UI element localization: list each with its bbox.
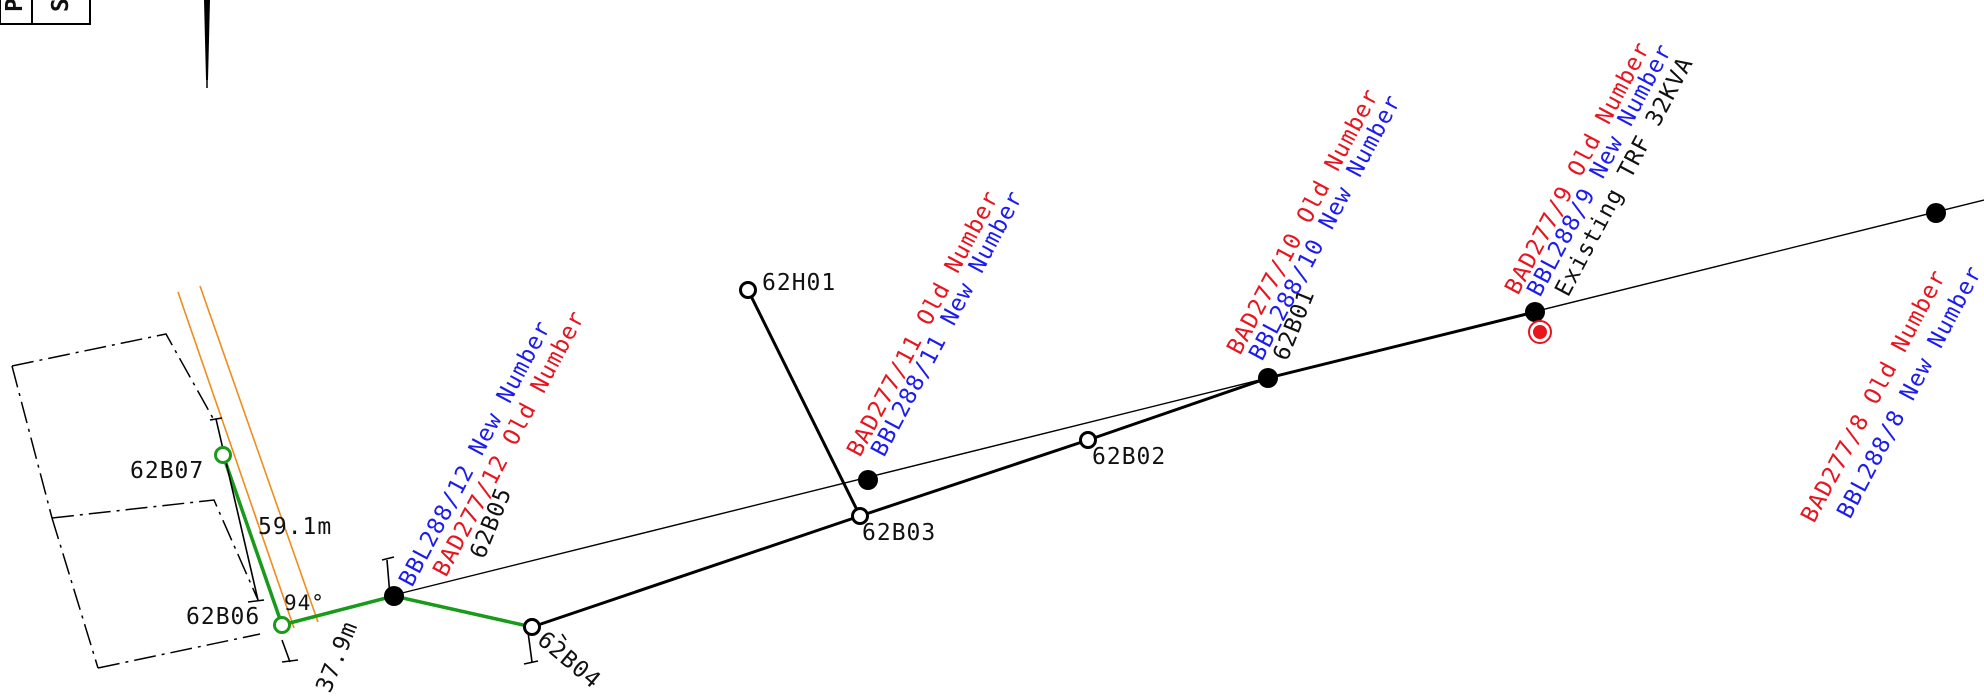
- road-boundary-lines: [177, 285, 319, 629]
- pole-62B01: [1258, 368, 1278, 388]
- label-62B06: 62B06: [186, 604, 260, 630]
- existing-poles: [384, 203, 1946, 606]
- parcel-boundaries: [11, 333, 261, 669]
- dimension-angle: 94°: [284, 591, 325, 615]
- new-poles-black: [523, 281, 1097, 636]
- pole-bbl288-8: [1926, 203, 1946, 223]
- pole-62B02: [1079, 431, 1097, 449]
- title-block-letter-p: P: [2, 0, 28, 12]
- label-p11-new: BBL288/11 New Number: [866, 186, 1028, 460]
- proposed-conductor: [221, 454, 533, 629]
- dimension-span-1: 59.1m: [258, 514, 332, 540]
- title-block-letter-s: S: [48, 0, 74, 12]
- label-62B07: 62B07: [130, 458, 204, 484]
- label-p10-new: BBL288/10 New Number: [1244, 90, 1406, 364]
- pole-62B05: [384, 586, 404, 606]
- pole-62B03: [851, 507, 869, 525]
- new-poles-green: [214, 446, 291, 634]
- label-p12-old: BAD277/12 Old Number: [428, 306, 590, 580]
- pole-bbl288-11: [858, 470, 878, 490]
- pole-62B04: [523, 618, 541, 636]
- label-62B02: 62B02: [1092, 444, 1166, 470]
- node-labels: 62H01 62B07 62B06 62B03 62B02 62B05 62B0…: [130, 270, 1320, 694]
- north-arrow-icon: [204, 0, 210, 88]
- transformer-icon: [1528, 320, 1552, 344]
- label-p9-new: BBL288/9 New Number: [1522, 40, 1677, 301]
- label-p8-old: BAD277/8 Old Number: [1796, 266, 1951, 527]
- pole-number-labels: BBL288/12 New Number BAD277/12 Old Numbe…: [394, 38, 1984, 591]
- alignment-line: [393, 199, 1984, 596]
- existing-conductor: [531, 289, 1536, 629]
- pole-62B07: [214, 446, 232, 464]
- label-62B03: 62B03: [862, 520, 936, 546]
- label-p11-old: BAD277/11 Old Number: [842, 186, 1004, 460]
- dimension-span-2: 37.9m: [311, 618, 363, 697]
- pole-62H01: [739, 281, 757, 299]
- pole-bbl288-9: [1525, 302, 1545, 322]
- title-block: P S: [0, 0, 91, 25]
- label-62H01: 62H01: [762, 270, 836, 296]
- label-62B04: 62B04: [532, 627, 606, 695]
- pole-62B06: [273, 616, 291, 634]
- label-p8-new: BBL288/8 New Number: [1832, 262, 1984, 523]
- dimension-ticks: [209, 417, 567, 665]
